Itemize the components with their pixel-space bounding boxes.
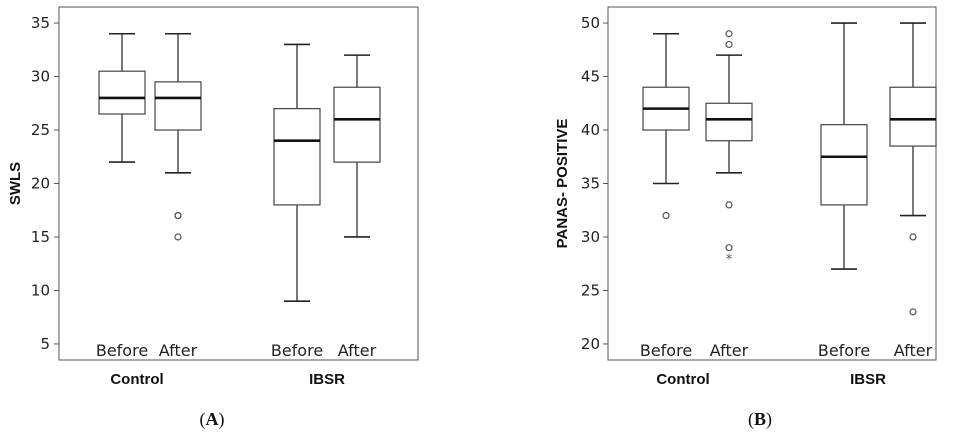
group-label: Control: [110, 371, 163, 388]
plot-frame: [58, 6, 419, 361]
x-category-label: Before: [818, 341, 870, 360]
box-iqr: [154, 81, 202, 131]
outlier-point: [725, 244, 733, 252]
y-tick-label: 5: [40, 335, 50, 353]
y-tick-label: 35: [581, 175, 600, 193]
outlier-point: [725, 40, 733, 49]
y-axis-label: PANAS- POSITIVE: [554, 119, 571, 249]
y-tick-label: 25: [31, 121, 50, 139]
outlier-point: [909, 308, 917, 316]
extreme-point: *: [726, 252, 733, 267]
outlier-point: [909, 233, 917, 241]
x-category-label: After: [894, 341, 933, 360]
y-tick-label: 25: [581, 281, 600, 299]
box-iqr: [333, 86, 381, 163]
x-category-label: After: [710, 341, 749, 360]
x-category-label: Before: [640, 341, 692, 360]
group-label: IBSR: [850, 371, 886, 388]
box-iqr: [889, 86, 937, 147]
outlier-point: [725, 201, 733, 209]
panel-letter: B: [754, 409, 766, 429]
group-label: Control: [656, 371, 709, 388]
box-iqr: [705, 102, 753, 142]
y-tick-label: 40: [581, 121, 600, 139]
outlier-point: [174, 211, 182, 220]
outlier-point: [174, 233, 182, 241]
box-iqr: [820, 124, 868, 206]
y-tick-label: 10: [31, 281, 50, 299]
box-iqr: [98, 70, 146, 115]
y-tick-label: 45: [581, 68, 600, 86]
y-tick-label: 35: [31, 14, 50, 32]
x-category-label: Before: [96, 341, 148, 360]
x-category-label: Before: [271, 341, 323, 360]
group-label: IBSR: [309, 371, 345, 388]
y-axis-label: SWLS: [7, 162, 24, 205]
y-tick-label: 15: [31, 228, 50, 246]
outlier-point: [662, 211, 670, 220]
y-tick-label: 30: [581, 228, 600, 246]
y-tick-label: 20: [581, 335, 600, 353]
panel-label: (B): [748, 409, 772, 430]
x-category-label: After: [338, 341, 377, 360]
panel-label: (A): [200, 409, 225, 430]
y-tick-label: 30: [31, 68, 50, 86]
x-category-label: After: [159, 341, 198, 360]
y-tick-label: 20: [31, 175, 50, 193]
outlier-point: [725, 30, 733, 38]
box-iqr: [273, 108, 321, 206]
y-tick-label: 50: [581, 14, 600, 32]
panel-letter: A: [206, 409, 219, 429]
